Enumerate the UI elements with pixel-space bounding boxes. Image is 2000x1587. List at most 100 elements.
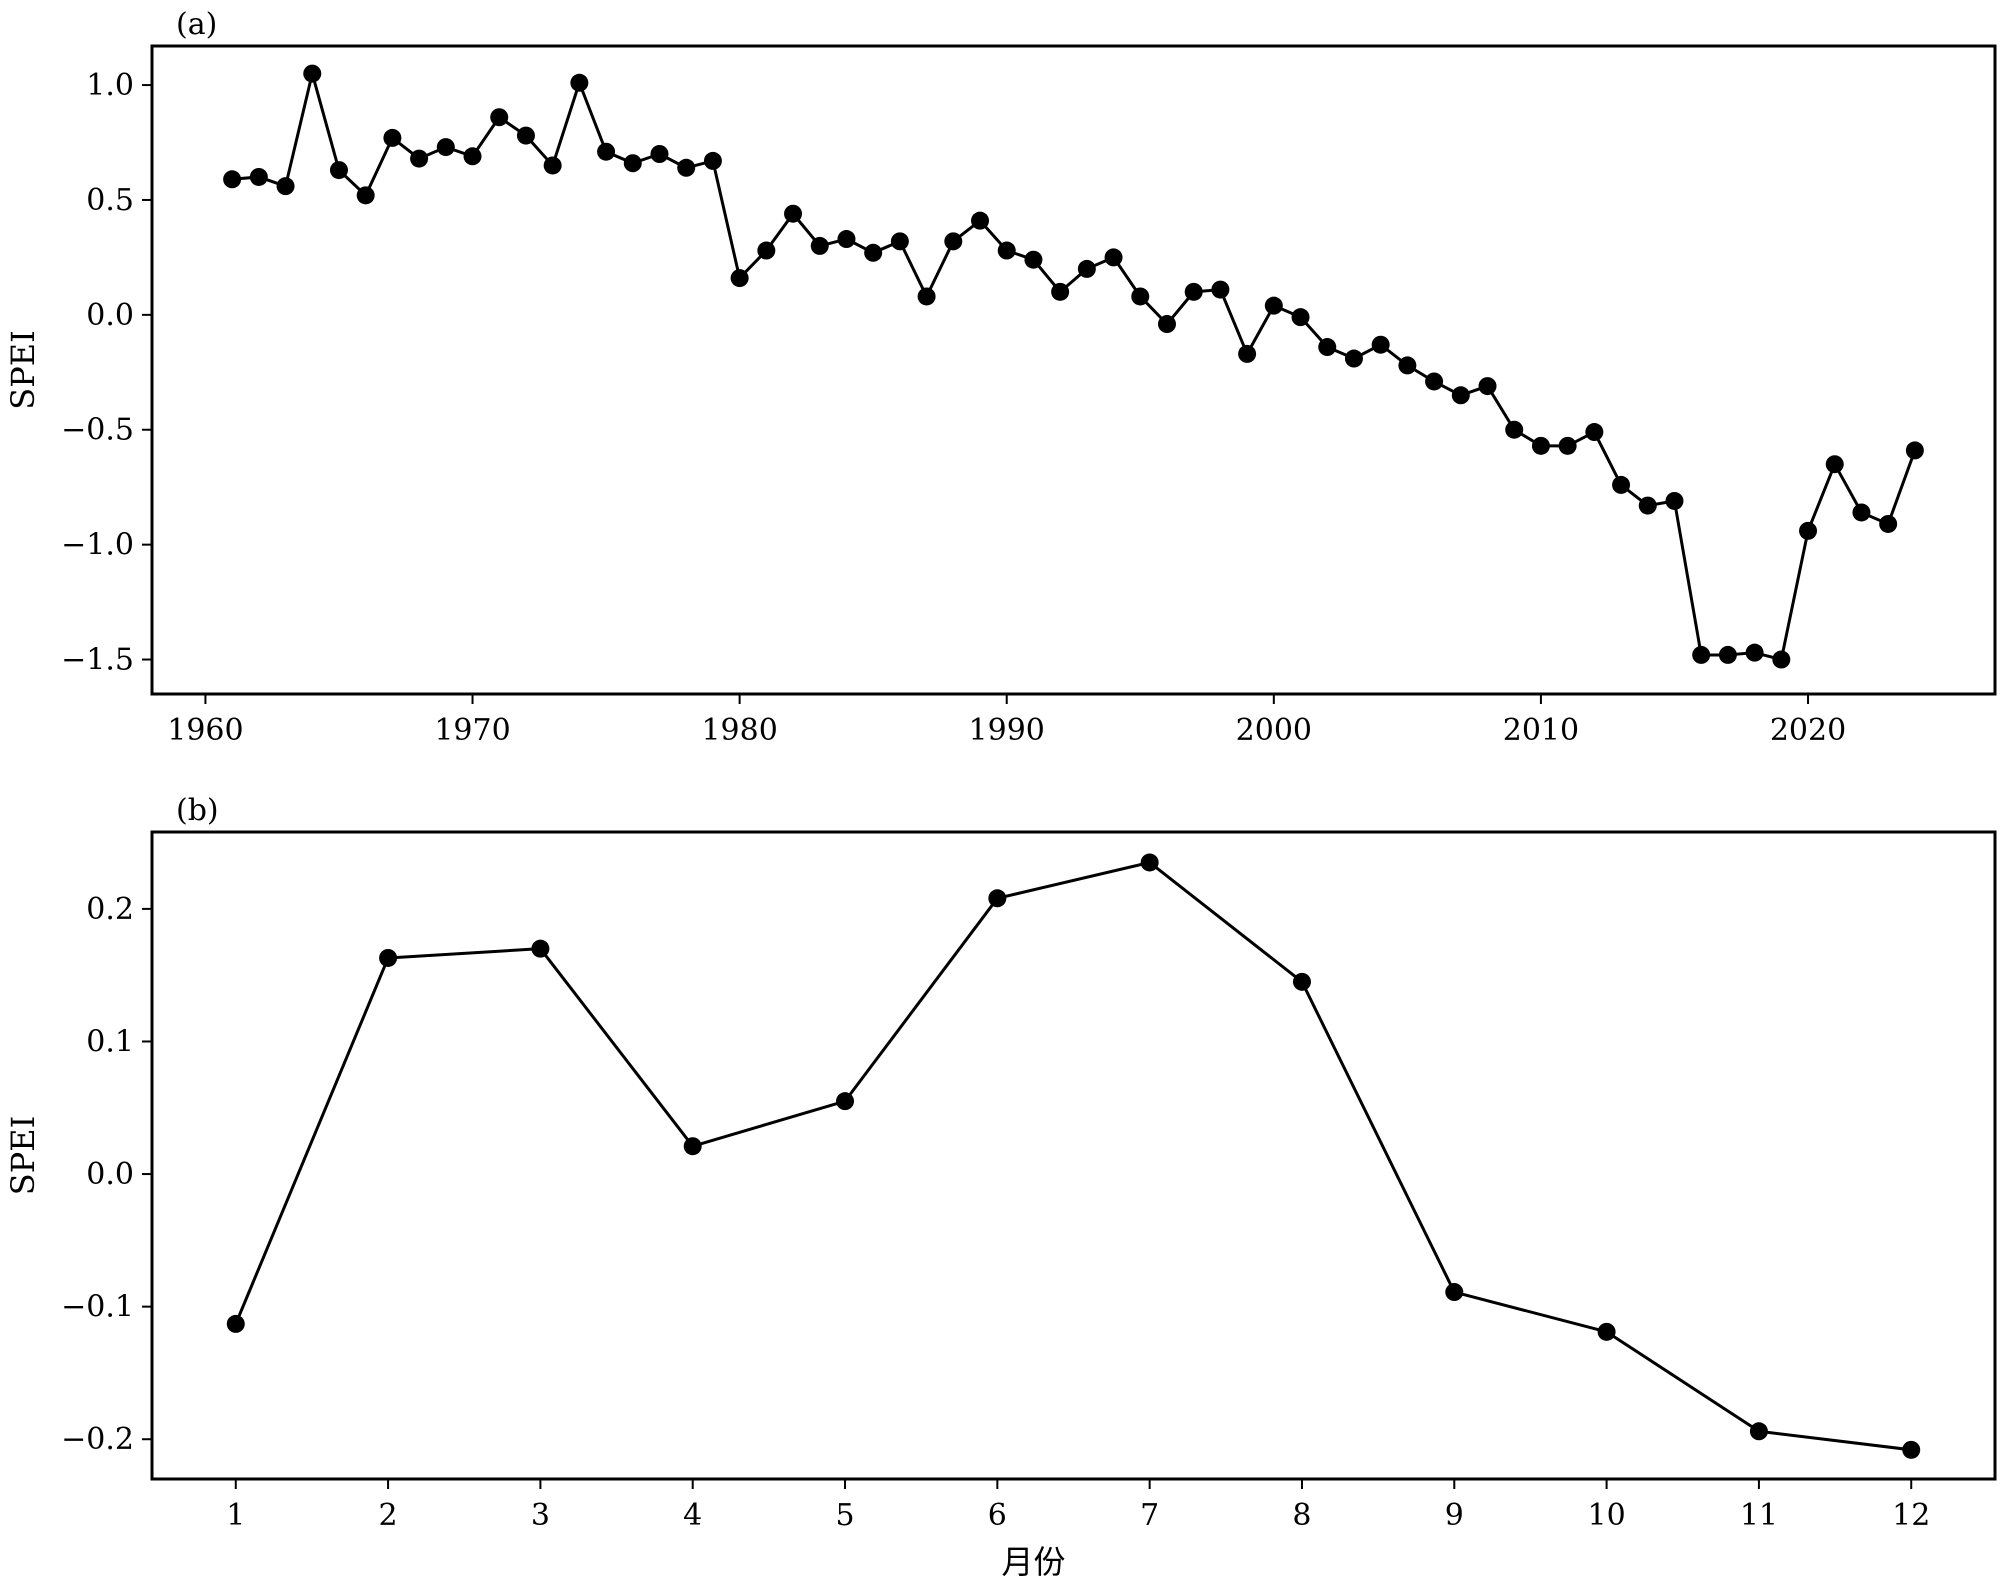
data-point: [1772, 650, 1791, 669]
data-point: [303, 64, 322, 83]
data-point: [890, 232, 909, 251]
data-point: [784, 204, 803, 223]
data-point: [1131, 287, 1150, 306]
y-tick-label: −1.0: [61, 528, 134, 563]
data-point: [1451, 386, 1470, 405]
data-point: [683, 1137, 702, 1156]
x-tick-label: 5: [835, 1498, 854, 1533]
data-point: [410, 149, 429, 168]
series-line: [232, 72, 1917, 662]
data-point: [1799, 521, 1818, 540]
y-tick-label: 0.1: [86, 1024, 134, 1059]
data-point: [944, 232, 963, 251]
x-tick-label: 2000: [1236, 713, 1312, 748]
data-point: [597, 142, 616, 161]
data-point: [1531, 436, 1550, 455]
x-tick-label: 4: [683, 1498, 702, 1533]
data-point: [570, 73, 589, 92]
data-point: [1371, 335, 1390, 354]
data-point: [917, 287, 936, 306]
data-point: [1478, 377, 1497, 396]
data-point: [1211, 280, 1230, 299]
data-point: [730, 269, 749, 288]
x-tick-label: 1: [226, 1498, 245, 1533]
data-point: [1157, 315, 1176, 334]
data-point: [988, 889, 1007, 908]
data-point: [1749, 1422, 1768, 1441]
data-point: [1398, 356, 1417, 375]
data-point: [249, 167, 268, 186]
data-point: [1612, 475, 1631, 494]
chart-panel-1: (a) 1960 1970 1980 1990 2000 2010 2020 −1.5 −1.0 −…: [4, 7, 1997, 748]
data-point: [1425, 372, 1444, 391]
data-point: [1825, 455, 1844, 474]
x-tick-label: 6: [988, 1498, 1007, 1533]
x-tick-label: 1980: [701, 713, 777, 748]
data-point: [1104, 248, 1123, 267]
data-point: [703, 151, 722, 170]
series-line: [234, 860, 1912, 1452]
x-axis-label: 月份: [1001, 1543, 1065, 1581]
data-point: [543, 156, 562, 175]
data-point: [490, 108, 509, 127]
data-point: [226, 1314, 245, 1333]
data-point: [356, 186, 375, 205]
y-axis-label: SPEI: [4, 1116, 42, 1195]
x-tick-label: 2: [379, 1498, 398, 1533]
data-point: [757, 241, 776, 260]
data-point: [1238, 344, 1257, 363]
y-tick-label: 0.0: [86, 298, 134, 333]
y-tick-label: 1.0: [86, 68, 134, 103]
y-tick-label: −0.5: [61, 413, 134, 448]
panel-label: (a): [176, 7, 217, 42]
x-tick-label: 3: [531, 1498, 550, 1533]
data-point: [1879, 514, 1898, 533]
x-tick-label: 9: [1445, 1498, 1464, 1533]
x-tick-label: 2020: [1770, 713, 1846, 748]
y-tick-label: 0.5: [86, 183, 134, 218]
data-point: [864, 243, 883, 262]
x-tick-label: 12: [1892, 1498, 1930, 1533]
x-tick-label: 1970: [434, 713, 510, 748]
x-tick-label: 11: [1740, 1498, 1778, 1533]
data-point: [1505, 420, 1524, 439]
data-point: [1558, 436, 1577, 455]
data-point: [276, 177, 295, 196]
chart-panel-2: (b)1 2 3 4 5 6 7 8 9 10 11 12−0.2−0.10.00.10.2SPEI月…: [4, 793, 1997, 1581]
y-axis-label: SPEI: [4, 330, 42, 409]
data-point: [1638, 496, 1657, 515]
data-point: [1291, 308, 1310, 327]
data-point: [1902, 1440, 1921, 1459]
data-point: [1344, 349, 1363, 368]
data-point: [379, 948, 398, 967]
data-point: [516, 126, 535, 145]
data-point: [1264, 296, 1283, 315]
y-tick-label: −1.5: [61, 643, 134, 678]
x-tick-label: 2010: [1503, 713, 1579, 748]
data-point: [837, 230, 856, 249]
y-tick-label: 0.2: [86, 892, 134, 927]
plot-frame: [150, 830, 1997, 1481]
y-tick-label: −0.1: [61, 1290, 134, 1325]
data-point: [1718, 645, 1737, 664]
data-point: [463, 147, 482, 166]
data-point: [223, 170, 242, 189]
y-tick-label: −0.2: [61, 1422, 134, 1457]
x-tick-label: 1960: [167, 713, 243, 748]
data-point: [1665, 491, 1684, 510]
data-point: [836, 1092, 855, 1111]
data-point: [1692, 645, 1711, 664]
data-point: [1292, 972, 1311, 991]
panel-label: (b): [176, 793, 219, 828]
data-point: [1597, 1322, 1616, 1341]
data-point: [383, 128, 402, 147]
data-point: [997, 241, 1016, 260]
data-point: [1745, 643, 1764, 662]
data-point: [1184, 282, 1203, 301]
data-point: [810, 236, 829, 255]
data-point: [1905, 441, 1924, 460]
data-point: [623, 154, 642, 173]
x-tick-label: 1990: [969, 713, 1045, 748]
data-point: [1077, 259, 1096, 278]
x-tick-label: 7: [1140, 1498, 1159, 1533]
